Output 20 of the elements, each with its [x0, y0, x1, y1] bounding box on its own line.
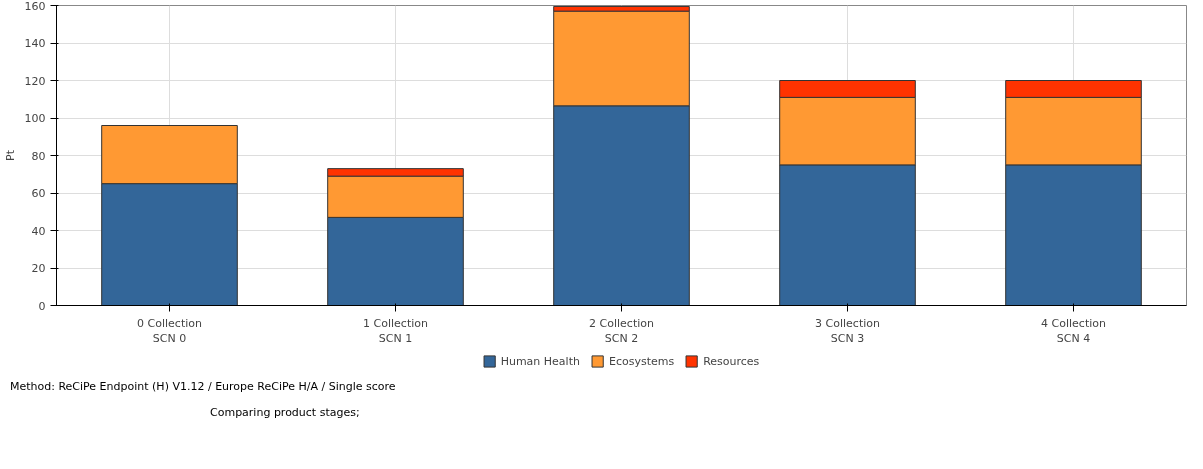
- legend-label: Ecosystems: [608, 354, 675, 368]
- x-tick-label: 1 Collection SCN 1: [363, 316, 428, 346]
- y-tick-label: 140: [24, 37, 46, 50]
- x-tick-label: 0 Collection SCN 0: [137, 316, 202, 346]
- y-axis-title: Pt: [3, 149, 17, 161]
- x-tick-label: 3 Collection SCN 3: [815, 316, 880, 346]
- y-tick-label: 60: [31, 187, 46, 200]
- y-tick-label: 40: [31, 224, 46, 238]
- text: Method: ReCiPe Endpoint (H) V1.12 / Europe ReCiPe H/A / Single score: [10, 379, 396, 395]
- y-tick-label: 0: [38, 299, 46, 313]
- y-tick-label: 80: [31, 149, 46, 163]
- y-tick-label: 160: [24, 0, 46, 13]
- y-tick-label: 120: [24, 74, 46, 88]
- x-tick-label: 4 Collection SCN 4: [1041, 316, 1106, 346]
- x-tick-label: 2 Collection SCN 2: [589, 316, 654, 346]
- legend-label: Resources: [703, 354, 760, 368]
- y-tick-label: 20: [31, 262, 46, 275]
- text: Comparing product stages;: [210, 405, 360, 421]
- y-tick-label: 100: [24, 112, 46, 125]
- legend-label: Human Health: [500, 354, 580, 368]
